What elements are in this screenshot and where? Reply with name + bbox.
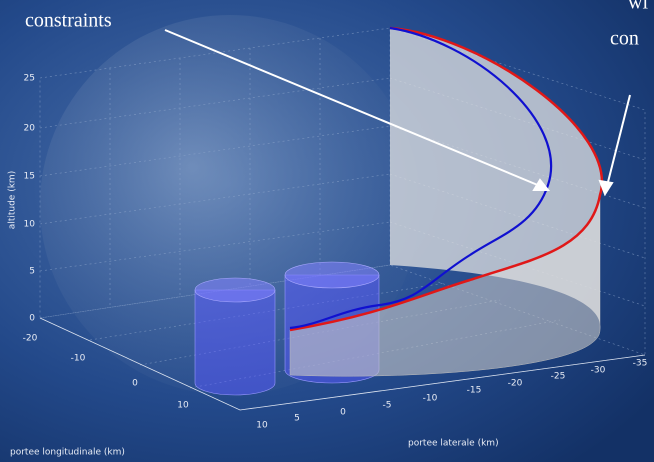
tick-label: -15: [467, 386, 482, 396]
tick-label: -25: [551, 372, 566, 382]
tick-label: 0: [340, 408, 346, 418]
axis-label: portee longitudinale (km): [10, 448, 125, 458]
tick-label: -10: [423, 394, 438, 404]
tick-label: 0: [132, 379, 138, 389]
tick-label: -5: [383, 401, 392, 411]
annotation: constraints: [25, 10, 112, 32]
arrows: [164, 29, 631, 197]
red-trajectory: [289, 26, 604, 332]
tick-label: 5: [29, 267, 35, 277]
tick-labels: 0 5 10 15 20 25 -20 -10 0 10 10 5 0 -5 -10 -15 -20 -25 -30…: [23, 74, 648, 431]
tick-label: -20: [508, 379, 523, 389]
blue-trajectory: [289, 26, 553, 330]
tick-label: 10: [177, 401, 189, 411]
tick-label: 5: [294, 414, 300, 424]
tick-label: 15: [24, 172, 35, 182]
axis-label: altitude (km): [8, 171, 18, 229]
tick-label: -10: [71, 354, 86, 364]
tick-label: 0: [29, 314, 35, 324]
tick-label: -30: [591, 366, 606, 376]
tick-label: 20: [24, 124, 36, 134]
axis-label: portee laterale (km): [408, 439, 499, 449]
tick-label: -20: [23, 334, 38, 344]
annotation: wi: [628, 0, 648, 14]
tick-label: 25: [24, 74, 35, 84]
tick-label: 10: [24, 220, 36, 230]
tick-label: 10: [256, 421, 268, 431]
annotation: con: [610, 28, 639, 50]
tick-label: -35: [633, 359, 648, 369]
